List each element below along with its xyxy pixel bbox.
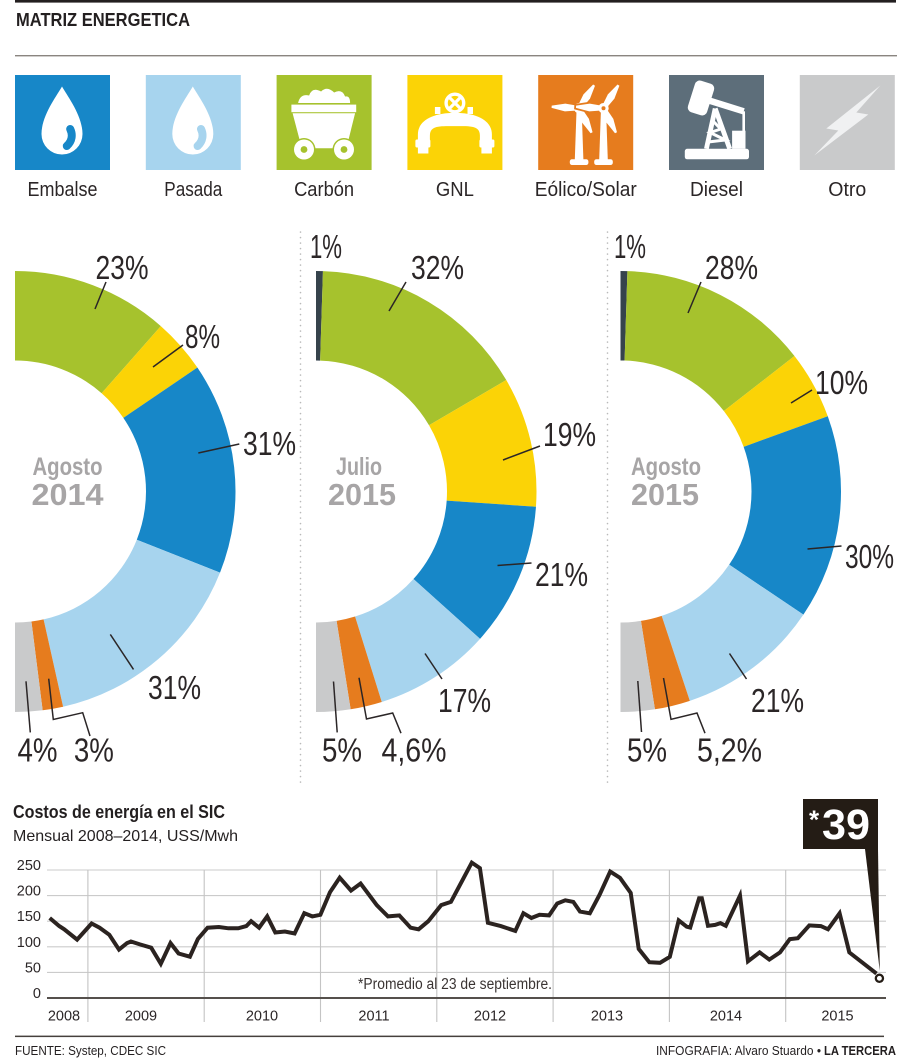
svg-text:200: 200 bbox=[17, 884, 41, 900]
svg-text:INFOGRAFIA: Alvaro Stuardo •: INFOGRAFIA: Alvaro Stuardo • bbox=[656, 1043, 821, 1058]
svg-text:150: 150 bbox=[17, 909, 41, 925]
svg-text:Otro: Otro bbox=[828, 179, 866, 201]
svg-text:1%: 1% bbox=[614, 228, 646, 265]
svg-text:100: 100 bbox=[17, 935, 41, 951]
svg-text:19%: 19% bbox=[543, 416, 596, 453]
svg-text:5%: 5% bbox=[322, 732, 362, 769]
svg-text:GNL: GNL bbox=[436, 179, 474, 201]
svg-text:30%: 30% bbox=[845, 538, 894, 575]
svg-text:2014: 2014 bbox=[32, 477, 105, 512]
svg-text:Agosto: Agosto bbox=[33, 453, 103, 481]
svg-text:1%: 1% bbox=[310, 228, 342, 265]
svg-text:Agosto: Agosto bbox=[631, 453, 701, 481]
svg-text:2014: 2014 bbox=[710, 1009, 742, 1025]
svg-text:2015: 2015 bbox=[631, 477, 699, 512]
svg-text:28%: 28% bbox=[705, 249, 758, 286]
svg-text:5%: 5% bbox=[627, 732, 667, 769]
svg-text:*Promedio al 23 de septiembre.: *Promedio al 23 de septiembre. bbox=[358, 976, 552, 993]
svg-text:*: * bbox=[809, 805, 820, 835]
svg-text:4,6%: 4,6% bbox=[382, 732, 447, 769]
svg-text:10%: 10% bbox=[815, 364, 868, 401]
svg-text:39: 39 bbox=[822, 802, 870, 849]
svg-text:32%: 32% bbox=[411, 249, 464, 286]
svg-text:2013: 2013 bbox=[591, 1009, 623, 1025]
svg-text:50: 50 bbox=[25, 960, 41, 976]
svg-text:8%: 8% bbox=[185, 318, 220, 355]
svg-text:250: 250 bbox=[17, 858, 41, 874]
svg-text:2008: 2008 bbox=[48, 1009, 80, 1025]
svg-text:2012: 2012 bbox=[474, 1009, 506, 1025]
svg-text:3%: 3% bbox=[74, 732, 114, 769]
svg-text:Carbón: Carbón bbox=[294, 179, 354, 201]
svg-text:21%: 21% bbox=[535, 556, 588, 593]
svg-text:5,2%: 5,2% bbox=[697, 732, 762, 769]
svg-text:2010: 2010 bbox=[246, 1009, 278, 1025]
svg-text:0: 0 bbox=[33, 986, 41, 1002]
svg-text:FUENTE: Systep, CDEC SIC: FUENTE: Systep, CDEC SIC bbox=[15, 1043, 166, 1058]
svg-text:2015: 2015 bbox=[328, 477, 396, 512]
svg-text:Mensual 2008–2014, USS/Mwh: Mensual 2008–2014, USS/Mwh bbox=[13, 828, 238, 845]
svg-text:21%: 21% bbox=[751, 682, 804, 719]
svg-text:17%: 17% bbox=[438, 682, 491, 719]
svg-text:MATRIZ ENERGETICA: MATRIZ ENERGETICA bbox=[16, 10, 190, 30]
svg-text:Costos de energía en el SIC: Costos de energía en el SIC bbox=[13, 802, 225, 822]
svg-text:23%: 23% bbox=[96, 249, 149, 286]
svg-text:Diesel: Diesel bbox=[690, 179, 743, 201]
svg-text:Embalse: Embalse bbox=[28, 179, 98, 201]
svg-text:31%: 31% bbox=[243, 425, 296, 462]
svg-text:LA TERCERA: LA TERCERA bbox=[824, 1043, 897, 1058]
svg-text:Eólico/Solar: Eólico/Solar bbox=[535, 179, 637, 201]
svg-text:Julio: Julio bbox=[336, 453, 382, 481]
svg-text:4%: 4% bbox=[18, 732, 58, 769]
svg-text:2015: 2015 bbox=[821, 1009, 853, 1025]
svg-text:31%: 31% bbox=[148, 669, 201, 706]
svg-text:2009: 2009 bbox=[125, 1009, 157, 1025]
svg-text:2011: 2011 bbox=[358, 1009, 389, 1025]
svg-text:Pasada: Pasada bbox=[164, 179, 223, 201]
